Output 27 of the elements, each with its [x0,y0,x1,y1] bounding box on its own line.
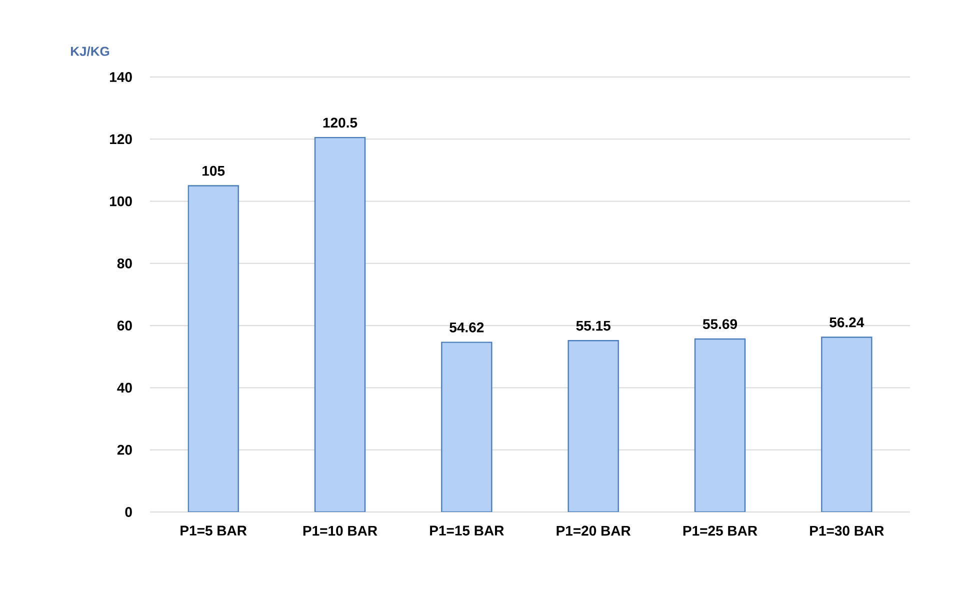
y-tick-label: 0 [125,507,132,517]
bar [314,136,366,512]
bar [694,338,746,512]
x-tick-label: P1=20 BAR [556,526,631,536]
x-tick-label: P1=30 BAR [810,526,884,536]
bar [821,336,872,512]
x-tick-label: P1=10 BAR [303,526,378,536]
bar [188,185,239,512]
y-tick-label: 140 [110,72,132,82]
x-tick-label: P1=25 BAR [683,526,758,536]
bar [568,340,619,512]
x-tick-label: P1=5 BAR [180,526,247,536]
y-tick-label: 20 [117,444,132,455]
y-tick-label: 80 [117,258,132,268]
y-tick-label: 100 [110,196,132,206]
data-label: 54.62 [450,322,484,332]
data-label: 56.24 [830,317,864,328]
x-tick-label: P1=15 BAR [430,526,504,536]
y-tick-label: 120 [110,134,132,144]
y-axis-title: KJ/KG [71,46,110,56]
data-label: 120.5 [323,118,358,128]
y-tick-label: 40 [117,382,132,393]
data-label: 55.69 [702,319,738,330]
data-label: 55.15 [576,320,610,331]
bar [441,342,492,512]
y-tick-label: 60 [117,320,132,331]
data-label: 105 [202,166,225,176]
